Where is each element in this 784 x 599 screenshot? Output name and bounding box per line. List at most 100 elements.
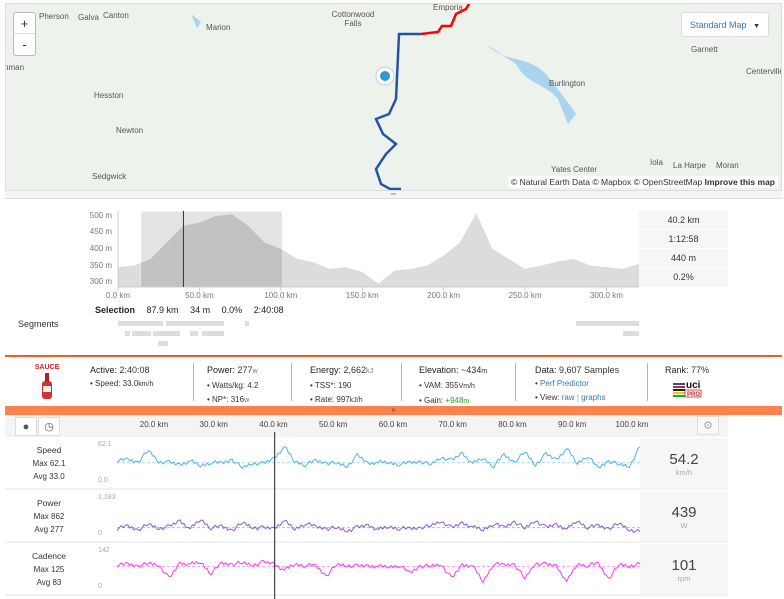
rate-value: 997 (336, 395, 350, 404)
y-tick-label: 300 m (89, 277, 112, 287)
sauce-logo-text: SAUCE (34, 364, 60, 371)
map-type-label: Standard Map (690, 20, 747, 30)
current-unit: km/h (675, 468, 693, 477)
attribution-text: © Natural Earth Data © Mapbox © OpenStre… (510, 177, 703, 187)
gain-value: +948 (445, 396, 464, 405)
map-background (191, 4, 576, 190)
town-label: Cottonwood Falls (331, 10, 375, 28)
energy-label: Energy: (310, 365, 342, 375)
speed-value: 33.0 (122, 379, 139, 388)
distance-mode-button[interactable]: ● (15, 417, 37, 436)
map-resize-handle[interactable]: ═ (5, 191, 782, 199)
improve-map-link[interactable]: Improve this map (704, 177, 775, 187)
segment-bar[interactable] (118, 321, 163, 326)
vam-value: 355 (445, 381, 459, 390)
energy-unit: kJ (366, 368, 374, 375)
selection-distance: 87.9 km (146, 305, 179, 315)
stream-speed[interactable]: Speed Max 62.1 Avg 33.0 62.1 0.0 54.2 km/h (5, 438, 728, 490)
svg-text:uci: uci (686, 380, 701, 391)
town-label: nman (5, 63, 25, 72)
route-map[interactable]: Pherson Galva Canton Marion Cottonwood F… (5, 3, 782, 191)
active-label: Active: (90, 365, 118, 375)
power-value: 277 (237, 365, 253, 375)
current-unit: W (680, 521, 688, 530)
selection-elevation: 34 m (190, 305, 211, 315)
rank-label: Rank: (665, 365, 689, 375)
stream-max: Max 862 (33, 512, 65, 521)
readout-time: 1:12:58 (639, 230, 728, 249)
elevation-readout: 40.2 km 1:12:58 440 m 0.2% (639, 211, 728, 287)
stat-power: Power: 277w • Watts/kg: 4.2 • NP*: 316w (207, 365, 259, 404)
stream-plot (116, 519, 641, 534)
segment-bar[interactable] (202, 331, 224, 336)
perf-predictor-link[interactable]: Perf Predictor (540, 379, 589, 388)
town-label: Sedgwick (92, 172, 127, 181)
stream-current-value: 54.2 km/h (640, 438, 728, 488)
x-tick-label: 0.0 km (105, 291, 130, 300)
segment-bar[interactable] (623, 331, 639, 336)
sauce-bottle-icon (42, 373, 52, 399)
readout-grade: 0.2% (673, 272, 694, 282)
town-label: Marion (206, 23, 231, 32)
x-tick-label: 90.0 km (558, 420, 587, 429)
np-label: NP*: (212, 395, 229, 404)
town-label: Moran (716, 161, 739, 170)
segment-bar[interactable] (245, 321, 249, 326)
map-attribution: © Natural Earth Data © Mapbox © OpenStre… (507, 176, 778, 188)
stream-max: Max 62.1 (32, 459, 66, 468)
gain-unit: m (463, 398, 470, 405)
town-label: Pherson (39, 12, 69, 21)
segment-bar[interactable] (166, 321, 224, 326)
stream-cadence[interactable]: Cadence Max 125 Avg 83 142 0 101 rpm (5, 544, 728, 596)
view-raw-link[interactable]: raw (561, 393, 575, 402)
settings-button[interactable]: ⚙ (697, 416, 719, 435)
stream-avg: Avg 33.0 (33, 472, 65, 481)
segment-bar[interactable] (158, 341, 168, 346)
stream-power[interactable]: Power Max 862 Avg 277 1,183 0 439 W (5, 491, 728, 543)
segment-bar[interactable] (153, 331, 180, 336)
chevron-double-down-icon: » (391, 407, 396, 414)
vam-label: VAM: (424, 381, 443, 390)
stat-active: Active: 2:40:08 • Speed: 33.0km/h (90, 365, 154, 388)
map-pin-icon: ● (22, 421, 30, 433)
position-marker[interactable] (380, 71, 390, 81)
view-graphs-link[interactable]: graphs (581, 393, 606, 402)
uci-pro-badge[interactable]: uci PRO (673, 377, 707, 399)
selection-summary: Selection 87.9 km 34 m 0.0% 2:40:08 (95, 305, 293, 315)
zoom-control: + - (13, 12, 36, 56)
map-type-dropdown[interactable]: Standard Map ▼ (681, 12, 769, 37)
stream-line (116, 445, 641, 470)
segment-bar[interactable] (125, 331, 130, 336)
stat-rank: Rank: 77% uci PRO (665, 363, 709, 399)
stream-current-value: 101 rpm (640, 544, 728, 594)
stream-label: Speed Max 62.1 Avg 33.0 (5, 444, 93, 483)
time-mode-button[interactable]: ◷ (38, 417, 60, 436)
stat-elevation: Elevation: ~434m • VAM: 355Vm/h • Gain: … (419, 365, 488, 405)
divider (647, 363, 648, 401)
lake (486, 44, 576, 124)
zoom-in-button[interactable]: + (14, 13, 35, 34)
segment-bar[interactable] (132, 331, 151, 336)
stats-collapse-bar[interactable]: » (5, 406, 782, 415)
vam-unit: Vm/h (458, 383, 475, 390)
x-tick-label: 100.0 km (264, 291, 298, 300)
stream-label: Cadence Max 125 Avg 83 (5, 550, 93, 589)
divider (515, 363, 516, 401)
current-unit: rpm (677, 574, 691, 583)
axis-min-label: 0 (98, 530, 102, 537)
segment-bar[interactable] (190, 331, 198, 336)
readout-elevation: 440 m (639, 249, 728, 268)
x-tick-label: 30.0 km (199, 420, 228, 429)
selection-time: 2:40:08 (253, 305, 284, 315)
sauce-logo: SAUCE (27, 361, 67, 399)
town-label: Garnett (691, 45, 718, 54)
elevation-chart[interactable] (0, 0, 784, 300)
stream-avg: Avg 277 (34, 525, 64, 534)
stream-name: Power (36, 498, 62, 508)
zoom-out-button[interactable]: - (22, 37, 27, 52)
segments-label: Segments (18, 319, 59, 329)
segment-bar[interactable] (576, 321, 639, 326)
wkg-label: Watts/kg: (212, 381, 246, 390)
current-value: 54.2 (669, 451, 699, 468)
